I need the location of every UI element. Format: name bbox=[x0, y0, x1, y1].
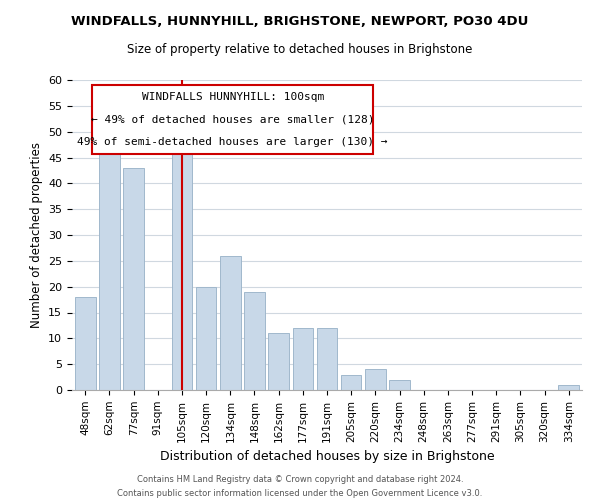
Bar bbox=[389, 380, 410, 390]
Text: ← 49% of detached houses are smaller (128): ← 49% of detached houses are smaller (12… bbox=[91, 114, 374, 124]
Bar bbox=[124, 168, 144, 390]
Bar bbox=[99, 152, 120, 390]
Bar bbox=[293, 328, 313, 390]
Bar bbox=[559, 385, 579, 390]
Bar bbox=[172, 147, 192, 390]
Bar bbox=[220, 256, 241, 390]
Bar bbox=[244, 292, 265, 390]
FancyBboxPatch shape bbox=[92, 84, 373, 154]
Bar bbox=[341, 374, 361, 390]
Text: Size of property relative to detached houses in Brighstone: Size of property relative to detached ho… bbox=[127, 42, 473, 56]
Bar bbox=[75, 297, 95, 390]
Bar bbox=[268, 333, 289, 390]
Bar bbox=[196, 286, 217, 390]
Text: WINDFALLS HUNNYHILL: 100sqm: WINDFALLS HUNNYHILL: 100sqm bbox=[142, 92, 324, 102]
Y-axis label: Number of detached properties: Number of detached properties bbox=[29, 142, 43, 328]
Bar bbox=[317, 328, 337, 390]
Text: WINDFALLS, HUNNYHILL, BRIGHSTONE, NEWPORT, PO30 4DU: WINDFALLS, HUNNYHILL, BRIGHSTONE, NEWPOR… bbox=[71, 15, 529, 28]
Text: 49% of semi-detached houses are larger (130) →: 49% of semi-detached houses are larger (… bbox=[77, 137, 388, 147]
Bar bbox=[365, 370, 386, 390]
X-axis label: Distribution of detached houses by size in Brighstone: Distribution of detached houses by size … bbox=[160, 450, 494, 463]
Text: Contains HM Land Registry data © Crown copyright and database right 2024.
Contai: Contains HM Land Registry data © Crown c… bbox=[118, 476, 482, 498]
